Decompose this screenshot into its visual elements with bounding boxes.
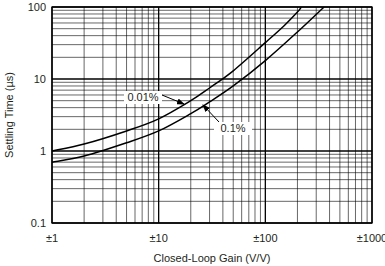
minor-grid-line	[52, 44, 372, 45]
grid-line	[265, 7, 266, 223]
minor-grid-line	[52, 94, 372, 95]
x-tick-label: ±1000	[357, 232, 385, 244]
chart: ±1 ±10 ±100 ±1000 0.1 1 10 100 0.01% 0.1% Closed-L…	[0, 0, 385, 266]
grid-line	[52, 78, 372, 79]
minor-grid-line	[116, 7, 117, 223]
minor-grid-line	[209, 7, 210, 223]
y-tick-label: 10	[34, 73, 46, 85]
minor-grid-line	[222, 7, 223, 223]
y-tick-label: 0.1	[31, 217, 46, 229]
minor-grid-line	[260, 7, 261, 223]
minor-grid-line	[361, 7, 362, 223]
minor-grid-line	[297, 7, 298, 223]
x-tick-label: ±1	[46, 232, 58, 244]
plot-frame	[52, 7, 372, 223]
series-label: 0.1%	[220, 122, 245, 134]
x-axis-title: Closed-Loop Gain (V/V)	[154, 252, 271, 264]
minor-grid-line	[329, 7, 330, 223]
label-arrow	[162, 95, 184, 104]
minor-grid-line	[52, 107, 372, 108]
minor-grid-line	[102, 7, 103, 223]
y-axis: 0.1 1 10 100	[28, 1, 372, 229]
x-axis: ±1 ±10 ±100 ±1000	[46, 7, 385, 244]
minor-grid-line	[148, 7, 149, 223]
minor-grid-line	[135, 7, 136, 223]
minor-grid-line	[316, 7, 317, 223]
minor-grid-line	[52, 188, 372, 189]
label-bg	[124, 91, 162, 104]
minor-grid-line	[52, 22, 372, 23]
y-tick-label: 1	[40, 145, 46, 157]
minor-grid-line	[52, 116, 372, 117]
grid-line	[158, 7, 159, 223]
minor-grid-line	[52, 13, 372, 14]
minor-grid-line	[84, 7, 85, 223]
y-axis-title: Settling Time (µs)	[3, 72, 15, 158]
minor-grid-line	[367, 7, 368, 223]
minor-grid-line	[254, 7, 255, 223]
series-group	[52, 7, 324, 162]
minor-grid-line	[248, 7, 249, 223]
minor-grid-line	[52, 179, 372, 180]
series-line	[52, 7, 301, 151]
minor-grid-line	[339, 7, 340, 223]
y-tick-label: 100	[28, 1, 46, 13]
minor-grid-line	[52, 90, 372, 91]
minor-grid-line	[52, 129, 372, 130]
minor-grid-line	[233, 7, 234, 223]
minor-grid-line	[241, 7, 242, 223]
label-bg	[214, 122, 252, 135]
minor-grid-line	[52, 10, 372, 11]
minor-grid-line	[52, 28, 372, 29]
minor-grid-line	[190, 7, 191, 223]
minor-grid-line	[355, 7, 356, 223]
minor-grid-line	[52, 166, 372, 167]
label-arrow	[203, 105, 219, 122]
series-label: 0.01%	[127, 91, 158, 103]
background	[0, 0, 385, 266]
minor-grid-line	[142, 7, 143, 223]
minor-grid-line	[348, 7, 349, 223]
series-line	[52, 7, 324, 162]
minor-grid-line	[153, 7, 154, 223]
minor-grid-line	[52, 201, 372, 202]
minor-grid-line	[52, 18, 372, 19]
x-tick-label: ±10	[150, 232, 168, 244]
minor-grid	[52, 7, 372, 223]
minor-grid-line	[52, 82, 372, 83]
minor-grid-line	[126, 7, 127, 223]
minor-grid-line	[52, 154, 372, 155]
x-tick-label: ±100	[253, 232, 277, 244]
curve-labels: 0.01% 0.1%	[124, 91, 252, 135]
minor-grid-line	[52, 162, 372, 163]
minor-grid-line	[52, 172, 372, 173]
minor-grid-line	[52, 35, 372, 36]
minor-grid-line	[52, 57, 372, 58]
minor-grid-line	[52, 157, 372, 158]
